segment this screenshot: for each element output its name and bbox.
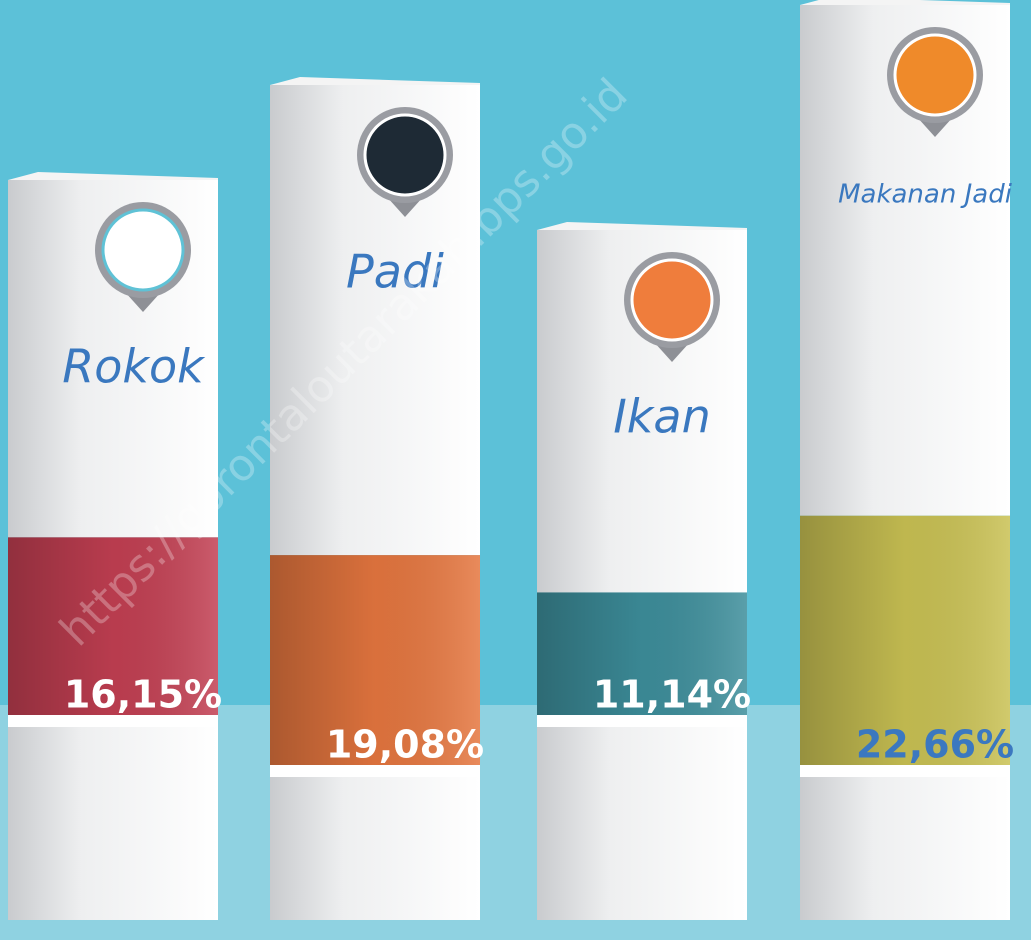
- icon: [630, 258, 714, 342]
- value-label: 22,66%: [856, 723, 1014, 767]
- pillar-base-edge: [8, 715, 218, 727]
- value-label: 11,14%: [593, 673, 751, 717]
- bar-shade: [8, 537, 218, 715]
- pillar-base: [270, 765, 480, 920]
- pillar-base: [800, 765, 1010, 920]
- icon: [101, 208, 185, 292]
- pillar-top: [270, 77, 480, 85]
- value-label: 19,08%: [326, 723, 484, 767]
- category-label: Makanan Jadi: [838, 180, 1013, 210]
- category-label: Padi: [346, 245, 444, 299]
- bar-shade: [800, 515, 1010, 765]
- value-label: 16,15%: [64, 673, 222, 717]
- bar-shade: [537, 592, 747, 715]
- pillar-top: [8, 172, 218, 180]
- bar-shade: [270, 555, 480, 765]
- pillar-base-edge: [800, 765, 1010, 777]
- pillar-top: [537, 222, 747, 230]
- pillars: Rokok 16,15% Padi 19,08% Ikan 11,14% Makanan J…: [8, 0, 1014, 920]
- category-label: Ikan: [613, 390, 711, 444]
- pillar-base-edge: [537, 715, 747, 727]
- category-label: Rokok: [62, 340, 206, 394]
- pillar-top: [800, 0, 1010, 5]
- pillar-base: [8, 715, 218, 920]
- pillar-base: [537, 715, 747, 920]
- icon: [893, 33, 977, 117]
- pillar-base-edge: [270, 765, 480, 777]
- icon: [363, 113, 447, 197]
